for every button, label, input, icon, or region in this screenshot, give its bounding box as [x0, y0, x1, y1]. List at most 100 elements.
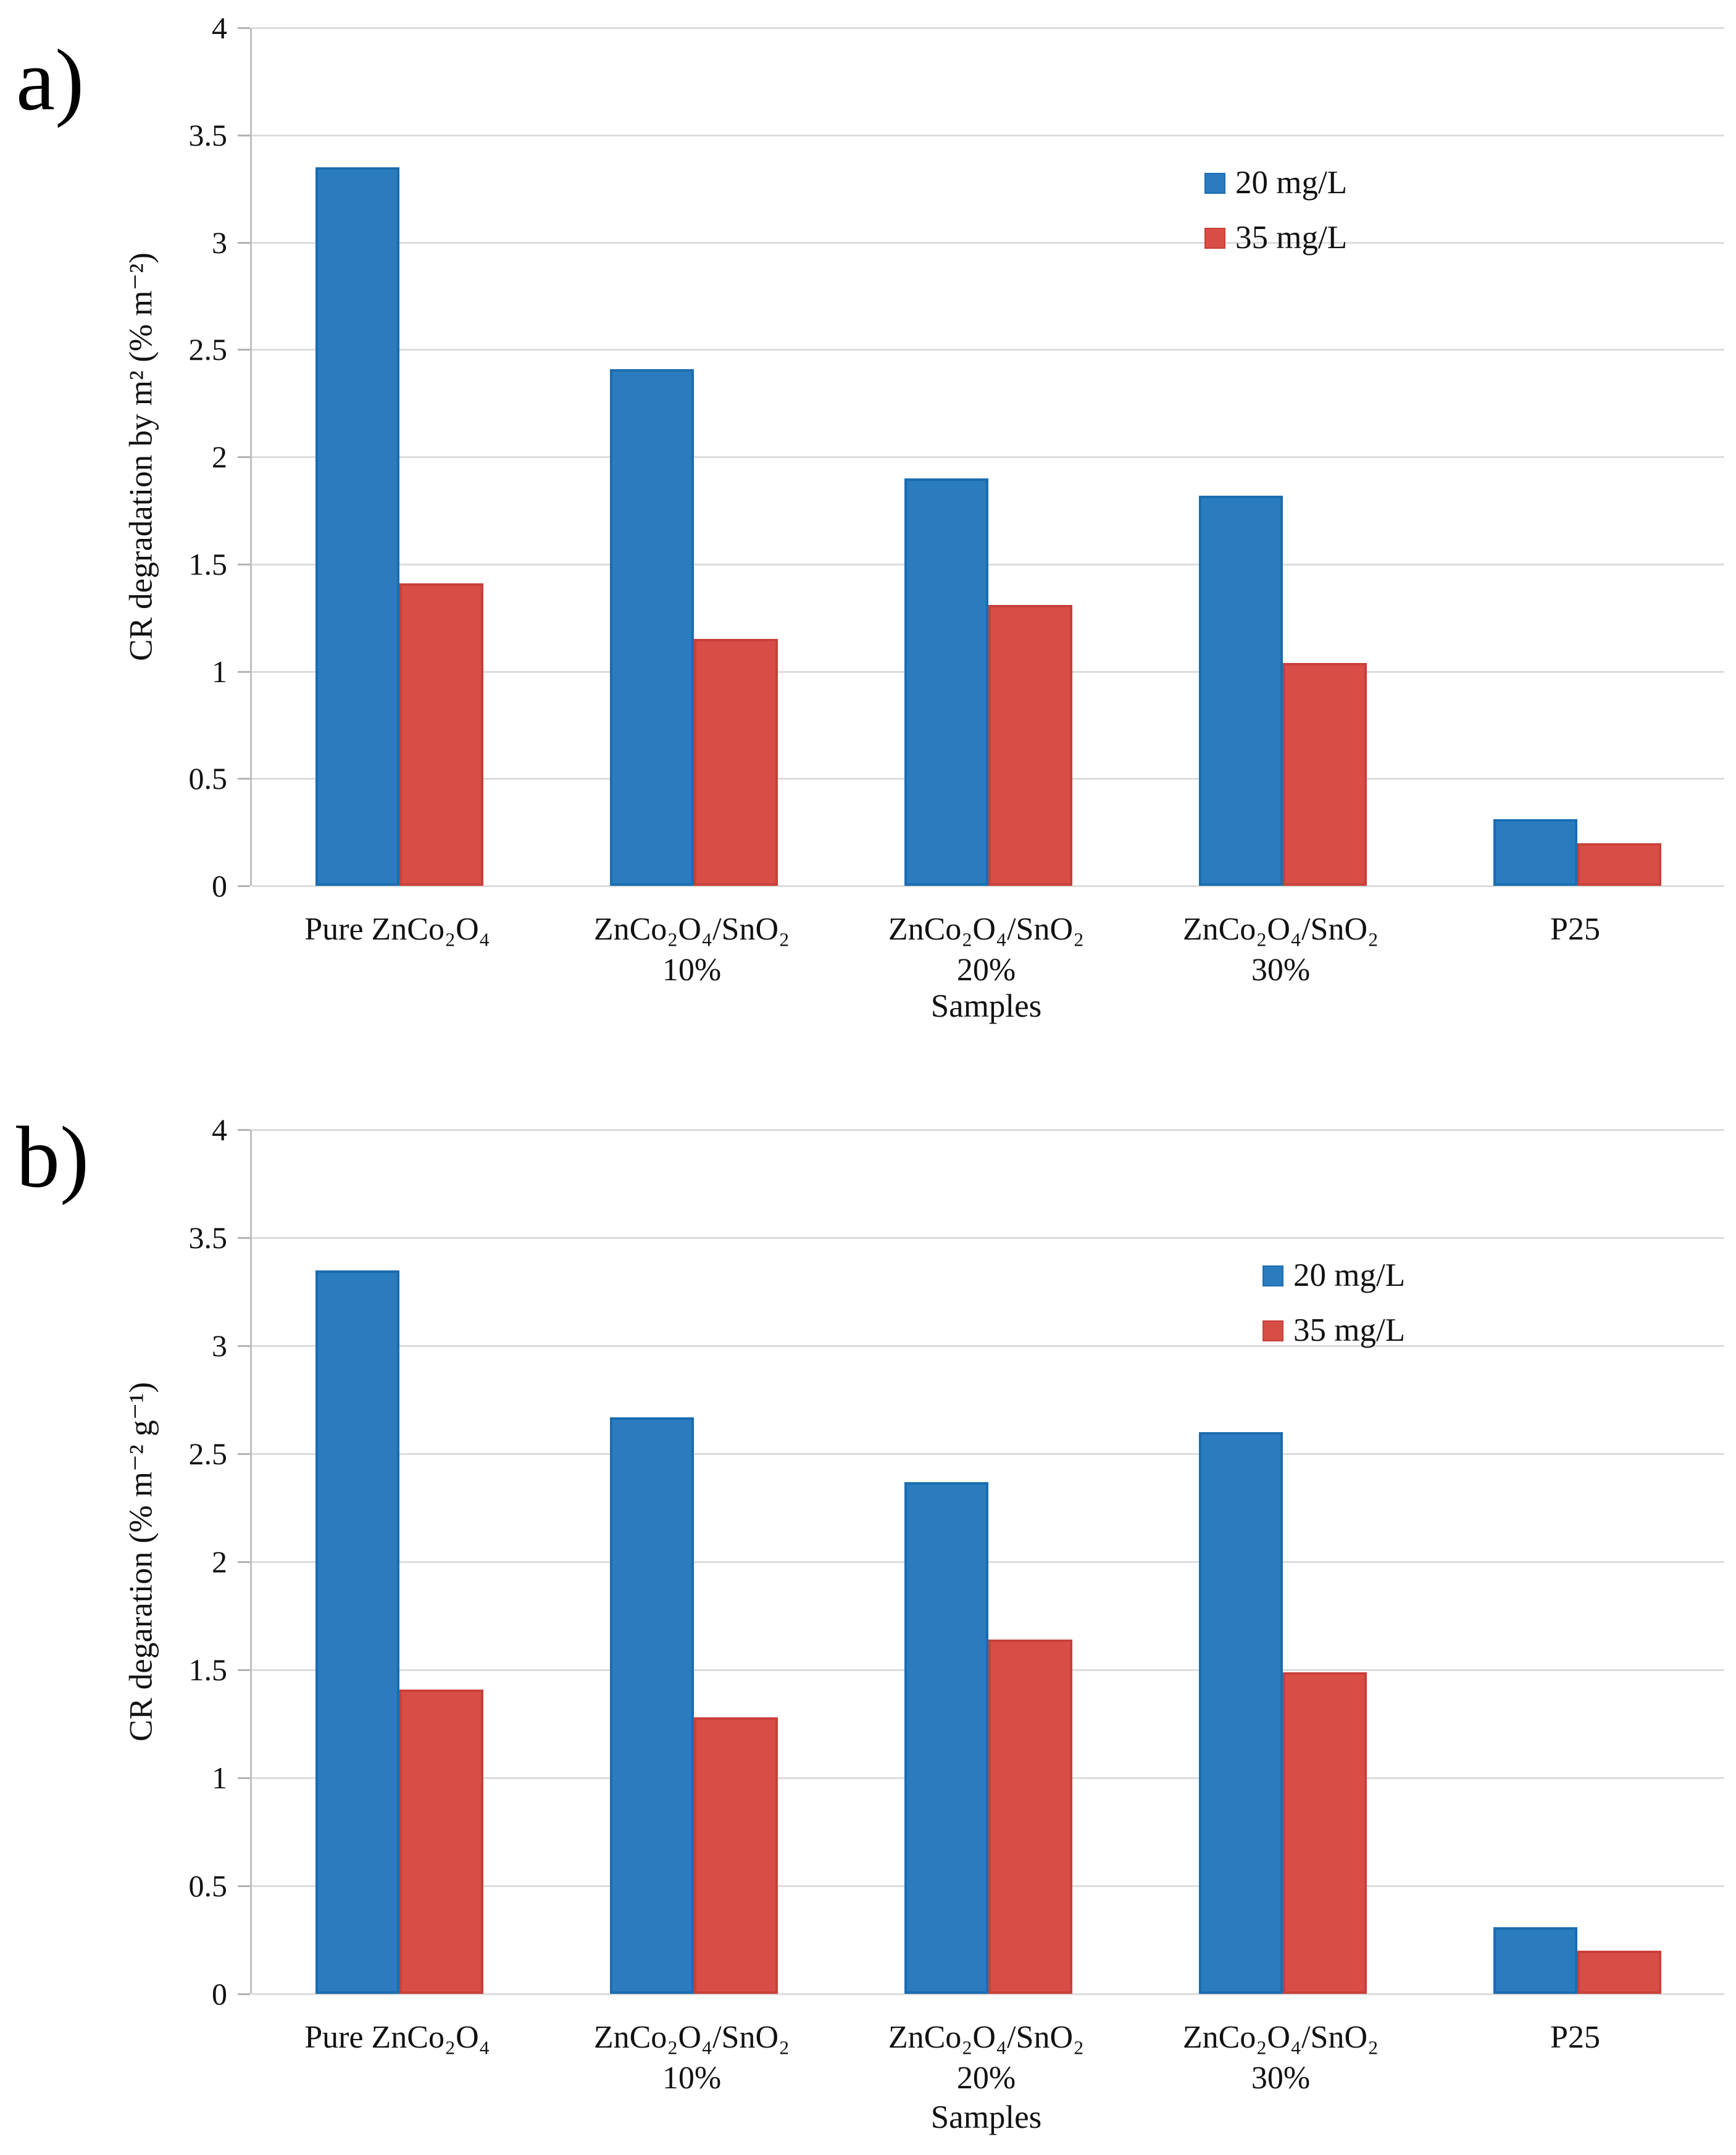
bar-35mg/L-1 — [694, 639, 778, 886]
bar-35mg/L-0 — [399, 583, 483, 886]
y-tick-mark — [238, 670, 250, 673]
gridline — [252, 1237, 1724, 1239]
y-tick-label: 2 — [212, 440, 227, 474]
panel-b-plot-area: 20 mg/L 35 mg/L — [250, 1129, 1724, 1995]
bar-35mg/L-2 — [988, 604, 1072, 886]
category-label: P25 — [1550, 912, 1600, 947]
gridline — [252, 349, 1724, 351]
y-tick-mark — [238, 778, 250, 780]
category-label: Pure ZnCo₂O₄ — [304, 912, 490, 947]
legend-swatch-red — [1204, 227, 1225, 249]
bar-20mg/L-0 — [315, 1270, 399, 1994]
y-tick-label: 0 — [212, 1977, 227, 2011]
y-tick-mark — [238, 349, 250, 351]
y-tick-mark — [238, 134, 250, 136]
gridline — [252, 1993, 1724, 1995]
category-label: ZnCo₂O₄/SnO₂ 10% — [593, 912, 790, 988]
bar-35mg/L-2 — [988, 1640, 1072, 1994]
panel-a-label: a) — [16, 31, 85, 128]
panel-b-label: b) — [16, 1108, 90, 1206]
y-tick-label: 0.5 — [188, 1869, 228, 1903]
panel-a: a) CR degradation by m² (% m⁻²) 20 mg/L … — [0, 0, 1736, 1077]
panel-a-legend: 20 mg/L 35 mg/L — [1204, 167, 1347, 254]
legend-swatch-red — [1262, 1320, 1283, 1341]
category-label: P25 — [1550, 2020, 1600, 2055]
y-tick-mark — [238, 241, 250, 244]
bar-35mg/L-0 — [399, 1689, 483, 1994]
legend-swatch-blue — [1204, 172, 1225, 194]
legend-item-20mgL: 20 mg/L — [1204, 167, 1347, 199]
category-label: ZnCo₂O₄/SnO₂ 30% — [1182, 2020, 1379, 2096]
y-tick-label: 0.5 — [188, 761, 228, 796]
bar-20mg/L-1 — [610, 1417, 694, 1994]
bar-35mg/L-3 — [1283, 662, 1367, 886]
y-tick-label: 1.5 — [188, 1653, 228, 1687]
legend-label-35mgL: 35 mg/L — [1293, 1312, 1406, 1348]
bar-20mg/L-0 — [315, 167, 399, 886]
y-tick-label: 4 — [212, 10, 227, 45]
y-tick-mark — [238, 885, 250, 887]
bar-20mg/L-3 — [1199, 1432, 1283, 1994]
bar-35mg/L-3 — [1283, 1672, 1367, 1994]
y-tick-mark — [238, 563, 250, 565]
y-tick-label: 3.5 — [188, 117, 228, 152]
y-tick-label: 4 — [212, 1112, 227, 1147]
panel-b-x-axis-title: Samples — [930, 2099, 1042, 2135]
y-tick-mark — [238, 1777, 250, 1779]
y-tick-label: 1 — [212, 1761, 227, 1795]
y-tick-label: 1 — [212, 654, 227, 689]
gridline — [252, 134, 1724, 136]
legend-item-20mgL: 20 mg/L — [1262, 1259, 1405, 1292]
category-label: ZnCo₂O₄/SnO₂ 30% — [1182, 912, 1379, 988]
gridline — [252, 456, 1724, 458]
category-label: ZnCo₂O₄/SnO₂ 20% — [888, 2020, 1085, 2096]
legend-label-20mgL: 20 mg/L — [1293, 1257, 1406, 1293]
y-tick-label: 3.5 — [188, 1220, 228, 1255]
bar-35mg/L-4 — [1577, 843, 1661, 886]
legend-label-20mgL: 20 mg/L — [1235, 165, 1348, 201]
y-tick-mark — [238, 27, 250, 29]
y-tick-mark — [238, 1885, 250, 1887]
gridline — [252, 1453, 1724, 1455]
bar-20mg/L-3 — [1199, 495, 1283, 886]
y-tick-mark — [238, 1237, 250, 1239]
legend-label-35mgL: 35 mg/L — [1235, 220, 1348, 256]
legend-item-35mgL: 35 mg/L — [1204, 222, 1347, 254]
category-label: Pure ZnCo₂O₄ — [304, 2020, 490, 2055]
legend-item-35mgL: 35 mg/L — [1262, 1314, 1405, 1347]
bar-20mg/L-4 — [1493, 1927, 1577, 1994]
y-tick-mark — [238, 1453, 250, 1455]
gridline — [252, 241, 1724, 244]
bar-20mg/L-4 — [1493, 819, 1577, 886]
bar-35mg/L-1 — [694, 1717, 778, 1994]
y-tick-label: 3 — [212, 225, 227, 260]
panel-b-legend: 20 mg/L 35 mg/L — [1262, 1259, 1405, 1347]
panel-b: b) CR degaration (% m⁻² g⁻¹) 20 mg/L 35 … — [0, 1077, 1736, 2155]
bar-20mg/L-2 — [904, 478, 988, 886]
y-tick-mark — [238, 1561, 250, 1563]
bar-20mg/L-1 — [610, 369, 694, 886]
y-tick-label: 2.5 — [188, 332, 228, 367]
panel-a-x-axis-title: Samples — [930, 988, 1042, 1024]
y-tick-mark — [238, 1129, 250, 1131]
y-tick-mark — [238, 1345, 250, 1347]
category-label: ZnCo₂O₄/SnO₂ 20% — [888, 912, 1085, 988]
y-tick-label: 2 — [212, 1544, 227, 1579]
category-label: ZnCo₂O₄/SnO₂ 10% — [593, 2020, 790, 2096]
y-tick-label: 2.5 — [188, 1436, 228, 1471]
y-tick-label: 0 — [212, 869, 227, 903]
y-tick-mark — [238, 456, 250, 458]
gridline — [252, 27, 1724, 29]
gridline — [252, 885, 1724, 887]
bar-35mg/L-4 — [1577, 1951, 1661, 1994]
gridline — [252, 1345, 1724, 1347]
y-tick-mark — [238, 1993, 250, 1995]
y-tick-label: 1.5 — [188, 546, 228, 581]
legend-swatch-blue — [1262, 1265, 1283, 1286]
panel-a-plot-area: 20 mg/L 35 mg/L — [250, 27, 1724, 887]
gridline — [252, 1129, 1724, 1131]
bar-20mg/L-2 — [904, 1482, 988, 1994]
y-tick-mark — [238, 1669, 250, 1671]
y-tick-label: 3 — [212, 1328, 227, 1363]
